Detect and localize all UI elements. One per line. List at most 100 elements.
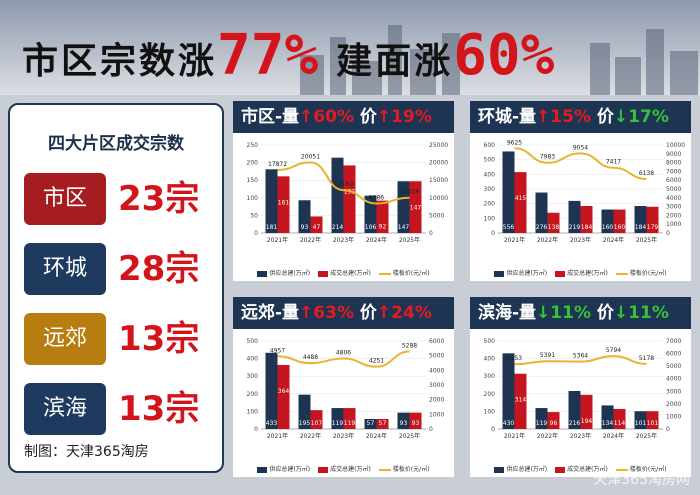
panel-title-volume: 滨海-量 [478, 303, 537, 323]
bar-label-supply: 57 [367, 420, 375, 427]
bar-deal [310, 216, 323, 233]
header-banner: 市区宗数涨 77% 建面涨 60% [0, 0, 700, 95]
y-tick-right: 0 [429, 426, 433, 433]
bar-supply [397, 412, 410, 429]
y-tick-right: 10000 [429, 195, 448, 202]
legend-supply: 供应总建(万㎡) [506, 466, 548, 473]
x-tick: 2022年 [300, 432, 321, 440]
watermark: 天津365淘房网 [593, 472, 690, 488]
bar-deal [514, 373, 527, 429]
legend-price: 楼板价(元/㎡) [629, 466, 667, 473]
legend-deal: 成交总建(万㎡) [567, 466, 608, 473]
bar-label-supply: 160 [602, 224, 614, 231]
y-tick-right: 6000 [666, 177, 681, 184]
price-label: 5178 [639, 355, 654, 362]
bar-label-deal: 184 [581, 224, 593, 231]
headline: 市区宗数涨 77% 建面涨 60% [22, 22, 554, 84]
chart-svg: 0100200300400500010002000300040005000600… [484, 338, 682, 440]
volume-change: ↓11% [536, 303, 591, 323]
x-tick: 2025年 [399, 432, 420, 440]
legend-supply: 供应总建(万㎡) [506, 270, 548, 277]
y-tick-right: 6000 [429, 338, 444, 345]
y-tick-right: 1000 [666, 413, 681, 420]
chart-legend: 供应总建(万㎡) 成交总建(万㎡) 楼板价(元/㎡) [233, 268, 454, 277]
headline-part2: 建面涨 [336, 41, 454, 82]
bar-deal [376, 418, 389, 429]
bar-supply [331, 157, 344, 233]
bar-label-deal: 364 [278, 388, 290, 395]
volume-change: ↑60% [299, 107, 354, 127]
chart-panel-huancheng: 环城-量↑15% 价↓17% 0 100 200 300 400 500 600 0 1000 2… [470, 101, 691, 281]
bar-label-supply: 430 [503, 420, 515, 427]
price-label: 4488 [303, 354, 318, 361]
x-tick: 2021年 [504, 236, 525, 244]
y-tick-right: 6000 [666, 351, 681, 358]
y-tick-left: 200 [484, 201, 496, 208]
price-change: ↑24% [376, 303, 432, 323]
y-tick-right: 5000 [429, 353, 444, 360]
x-tick: 2023年 [570, 236, 591, 244]
headline-part1: 市区宗数涨 [22, 41, 218, 82]
price-change: ↓17% [613, 107, 669, 127]
y-tick-right: 10000 [666, 142, 685, 149]
y-tick-right: 4000 [429, 367, 444, 374]
chart-svg: 0 50 100 150 200 250 0 5000 10000 15000 20000 25000… [247, 142, 449, 244]
bar-supply [397, 181, 410, 233]
price-label: 5364 [573, 353, 588, 360]
panel-title-volume: 远郊-量 [241, 303, 300, 323]
y-tick-left: 0 [491, 230, 495, 237]
y-tick-right: 3000 [666, 388, 681, 395]
area-count: 13宗 [118, 389, 200, 429]
price-label: 20051 [301, 153, 320, 160]
price-line [514, 147, 647, 180]
bar-supply [634, 206, 647, 233]
bar-supply [568, 200, 581, 233]
x-tick: 2022年 [537, 432, 558, 440]
y-tick-left: 0 [254, 230, 258, 237]
x-tick: 2021年 [504, 432, 525, 440]
y-tick-left: 200 [247, 160, 259, 167]
area-badge: 环城 [24, 243, 106, 295]
price-label: 5288 [402, 342, 417, 349]
y-tick-right: 25000 [429, 142, 448, 149]
bar-supply [364, 195, 377, 233]
area-count: 28宗 [118, 249, 200, 289]
y-tick-left: 0 [491, 426, 495, 433]
y-tick-left: 500 [247, 338, 259, 345]
x-tick: 2023年 [333, 236, 354, 244]
price-label: 4957 [270, 347, 285, 354]
y-tick-left: 100 [247, 408, 259, 415]
y-tick-right: 2000 [666, 401, 681, 408]
bar-deal [409, 181, 422, 233]
y-tick-left: 500 [484, 157, 496, 164]
panel-title-price: 价 [359, 107, 377, 127]
bar-label-supply: 556 [503, 224, 515, 231]
price-label: 5153 [507, 355, 522, 362]
y-tick-left: 250 [247, 142, 259, 149]
y-tick-right: 2000 [666, 212, 681, 219]
y-tick-left: 400 [247, 356, 259, 363]
price-label: 9625 [507, 139, 522, 146]
bar-deal [343, 408, 356, 429]
summary-row: 环城 28宗 [24, 243, 220, 295]
x-tick: 2021年 [267, 236, 288, 244]
price-label: 7983 [540, 154, 555, 161]
legend-price: 楼板价(元/㎡) [629, 270, 667, 277]
y-tick-left: 50 [250, 212, 258, 219]
x-tick: 2023年 [333, 432, 354, 440]
chart-panel-yuanjiao: 远郊-量↑63% 价↑24% 0 100 200 300 400 500 0 1000 2000… [233, 297, 454, 477]
panel-header: 市区-量↑60% 价↑19% [233, 101, 454, 133]
bar-label-supply: 93 [400, 420, 408, 427]
bar-label-deal: 194 [581, 418, 593, 425]
bar-deal [547, 212, 560, 233]
price-line [277, 350, 410, 368]
price-label: 12160 [334, 181, 353, 188]
bar-supply [364, 418, 377, 429]
bar-label-supply: 433 [266, 420, 278, 427]
y-tick-right: 0 [666, 426, 670, 433]
bar-label-supply: 147 [398, 224, 410, 231]
y-tick-right: 4000 [666, 195, 681, 202]
bar-deal [547, 412, 560, 429]
x-tick: 2024年 [603, 432, 624, 440]
y-tick-right: 20000 [429, 160, 448, 167]
